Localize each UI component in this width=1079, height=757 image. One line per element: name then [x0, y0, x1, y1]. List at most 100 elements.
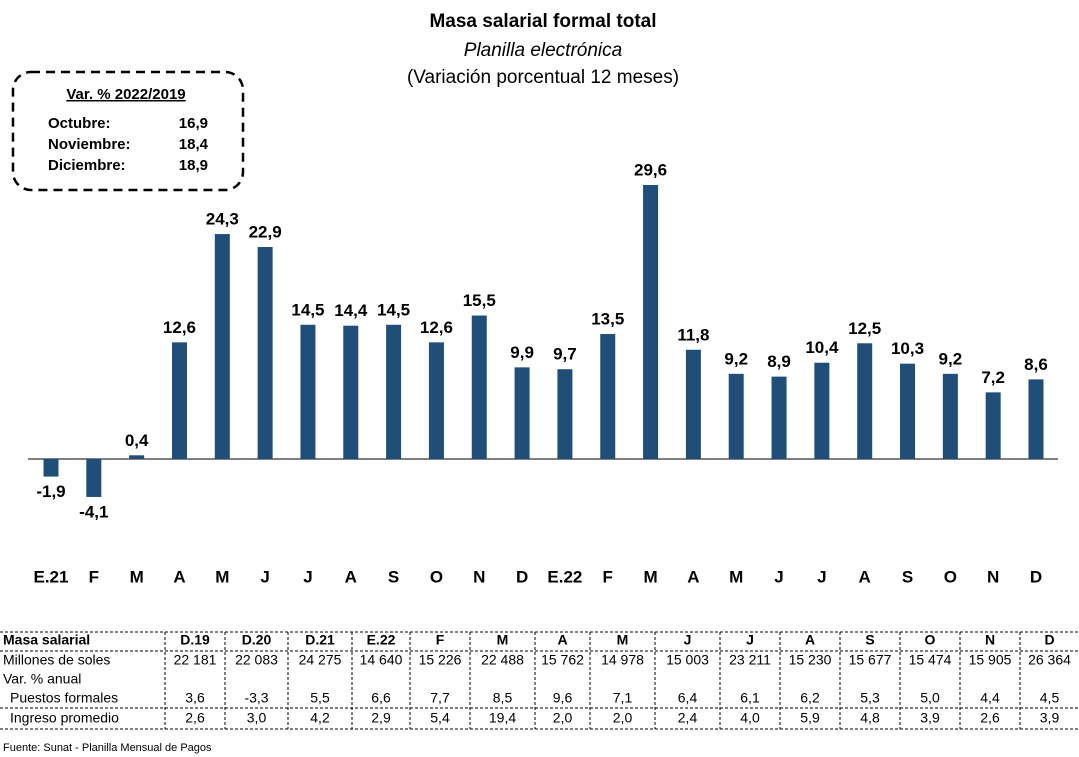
x-tick-label: J [817, 567, 826, 586]
table-cell: 6,2 [800, 690, 820, 706]
value-label: 0,4 [125, 431, 149, 450]
table-cell: 5,4 [430, 710, 450, 726]
bar [129, 455, 145, 459]
table-cell: 22 181 [174, 652, 217, 668]
table-cell: E.22 [367, 632, 396, 648]
table-cell: 3,9 [920, 710, 940, 726]
value-label: -1,9 [36, 482, 65, 501]
bar [643, 185, 659, 459]
table-cell: M [617, 632, 629, 648]
table-cell: 14 978 [601, 652, 644, 668]
table-cell: D [1044, 632, 1054, 648]
x-tick-label: N [987, 567, 999, 586]
table-cell: D.21 [305, 632, 335, 648]
value-label: 24,3 [206, 210, 239, 229]
value-label: 14,4 [334, 301, 368, 320]
table-cell: 15 226 [419, 652, 462, 668]
bar [171, 342, 187, 459]
value-label: 12,5 [848, 319, 881, 338]
bar [386, 324, 402, 459]
x-tick-label: A [345, 567, 357, 586]
table-cell: 4,8 [860, 710, 880, 726]
value-label: 8,9 [767, 352, 791, 371]
table-cell: 15 762 [541, 652, 584, 668]
value-label: 10,3 [891, 339, 924, 358]
bar [43, 459, 59, 477]
table-cell: D.20 [242, 632, 272, 648]
value-label: 8,6 [1024, 355, 1048, 374]
inset-label: Diciembre: [48, 157, 126, 174]
table-cell: 2,9 [371, 710, 391, 726]
x-tick-label: N [473, 567, 485, 586]
inset-value: 18,4 [179, 136, 209, 153]
bar [471, 315, 487, 459]
table-cell: 4,2 [310, 710, 330, 726]
value-label: 15,5 [463, 291, 496, 310]
row-label: Ingreso promedio [10, 710, 119, 726]
bar [600, 334, 616, 459]
x-tick-label: D [1030, 567, 1042, 586]
table-cell: S [865, 632, 874, 648]
value-label: -4,1 [79, 502, 108, 521]
bar [728, 373, 744, 459]
value-label: 22,9 [249, 223, 282, 242]
table-cell: 3,6 [185, 690, 205, 706]
table-cell: 22 488 [481, 652, 524, 668]
bar [514, 367, 530, 459]
x-tick-label: M [729, 567, 743, 586]
table-cell: 4,5 [1040, 690, 1060, 706]
bar [343, 325, 359, 459]
x-tick-label: E.21 [34, 567, 69, 586]
x-tick-label: S [388, 567, 399, 586]
table-cell: O [925, 632, 936, 648]
x-tick-label: D [516, 567, 528, 586]
table-cell: 14 640 [360, 652, 403, 668]
bar [214, 234, 230, 459]
x-tick-label: F [603, 567, 613, 586]
x-tick-label: S [902, 567, 913, 586]
x-tick-label: A [173, 567, 185, 586]
bar [985, 392, 1001, 459]
bar [300, 324, 316, 459]
inset-label: Noviembre: [48, 136, 131, 153]
inset-box [11, 70, 245, 192]
table-cell: 19,4 [489, 710, 516, 726]
table-cell: 4,4 [980, 690, 1000, 706]
table-cell: 3,9 [1040, 710, 1060, 726]
x-tick-label: F [89, 567, 99, 586]
table-cell: J [746, 632, 754, 648]
row-label: Millones de soles [3, 652, 110, 668]
source-note: Fuente: Sunat - Planilla Mensual de Pago… [3, 742, 212, 754]
value-label: 11,8 [677, 325, 709, 344]
table-cell: J [684, 632, 692, 648]
table-cell: 15 003 [666, 652, 709, 668]
inset-title: Var. % 2022/2019 [66, 86, 185, 103]
value-label: 9,7 [553, 345, 577, 364]
chart-title: Masa salarial formal total [429, 11, 656, 32]
row-label: Puestos formales [10, 690, 118, 706]
x-tick-label: A [687, 567, 699, 586]
table-cell: 15 677 [849, 652, 892, 668]
table-cell: 5,0 [920, 690, 940, 706]
table-cell: M [497, 632, 509, 648]
table-cell: 6,4 [678, 690, 698, 706]
table-cell: D.19 [180, 632, 210, 648]
table-cell: 24 275 [299, 652, 342, 668]
table-cell: 2,6 [185, 710, 205, 726]
table-cell: 6,6 [371, 690, 391, 706]
table-cell: 2,0 [553, 710, 573, 726]
x-tick-label: M [130, 567, 144, 586]
table-cell: 6,1 [740, 690, 760, 706]
table-cell: 5,9 [800, 710, 820, 726]
inset-value: 18,9 [179, 157, 208, 174]
bar [900, 363, 916, 459]
table-cell: 7,7 [430, 690, 450, 706]
bar [814, 362, 830, 459]
table-cell: 2,0 [613, 710, 633, 726]
table-cell: 15 905 [969, 652, 1012, 668]
table-cell: 2,4 [678, 710, 698, 726]
row-label: Masa salarial [3, 632, 90, 648]
value-label: 7,2 [981, 368, 1005, 387]
table-cell: 5,3 [860, 690, 880, 706]
